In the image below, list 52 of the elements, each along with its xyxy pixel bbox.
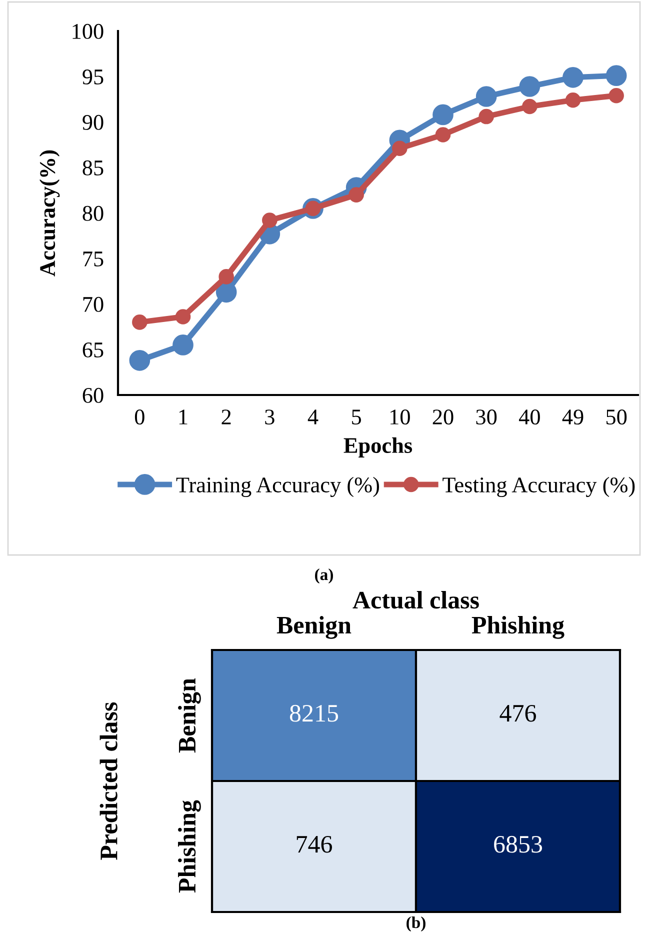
- y-tick-label: 95: [82, 69, 104, 84]
- y-tick-label: 85: [82, 160, 104, 176]
- y-tick-label: 80: [82, 206, 104, 221]
- point: [129, 350, 150, 371]
- point: [348, 187, 364, 202]
- point: [432, 104, 454, 126]
- data-label: 6853: [494, 836, 542, 853]
- x-axis-title: Epochs: [344, 437, 412, 458]
- point: [522, 98, 538, 114]
- point: [478, 108, 494, 124]
- point: [175, 309, 191, 324]
- point: [218, 269, 234, 284]
- point: [476, 86, 497, 107]
- y-axis-title: Predicted class: [100, 702, 118, 860]
- x-tick-label: 10: [390, 410, 410, 425]
- y-axis-title: Accuracy(%): [39, 150, 60, 276]
- point: [608, 88, 624, 104]
- x-tick-label: 1: [179, 410, 188, 424]
- y-tick-label: 70: [83, 296, 104, 312]
- point: [392, 140, 408, 156]
- text: (a): [315, 568, 333, 584]
- point: [519, 76, 540, 97]
- x-tick-label: 49: [562, 410, 584, 425]
- x-tick-label: 5: [352, 410, 362, 425]
- point: [606, 65, 627, 86]
- y-tick-label: 100: [72, 24, 104, 39]
- text: (b): [406, 916, 426, 932]
- data-label: 746: [296, 836, 332, 853]
- point: [435, 127, 451, 142]
- legend-label: Testing Accuracy (%): [442, 476, 635, 498]
- x-tick-label: 20: [432, 410, 454, 425]
- y-tick-label: 65: [82, 342, 104, 358]
- point: [262, 212, 278, 228]
- chart-title: Actual class: [352, 590, 479, 609]
- x-tick-label: 50: [606, 410, 627, 425]
- y-tick-label: 60: [82, 388, 104, 403]
- x-tick-label: 4: [308, 410, 318, 424]
- y-tick-label: 90: [82, 114, 104, 130]
- data-label: 476: [500, 704, 536, 722]
- x-tick-label: 3: [265, 410, 274, 425]
- y-tick-label: 75: [83, 252, 104, 266]
- point: [562, 66, 584, 88]
- point: [216, 282, 237, 303]
- x-tick-label: 2: [222, 410, 231, 424]
- legend-label: Training Accuracy (%): [176, 476, 380, 498]
- point: [132, 314, 148, 330]
- x-tick-label: 0: [134, 410, 144, 425]
- x-tick-label: 40: [518, 410, 540, 425]
- point: [172, 334, 194, 356]
- x-tick-label: 30: [476, 410, 497, 425]
- data-label: 8215: [290, 704, 338, 722]
- point: [565, 92, 581, 108]
